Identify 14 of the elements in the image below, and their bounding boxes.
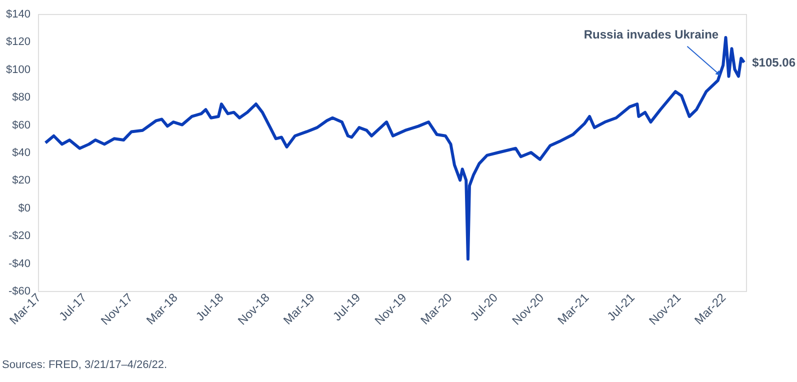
annotation: Russia invades Ukraine [584, 27, 719, 42]
source-note: Sources: FRED, 3/21/17–4/26/22. [2, 359, 168, 371]
y-tick-label: $40 [12, 147, 30, 159]
y-tick-label: $60 [12, 119, 30, 132]
y-tick-label: $120 [6, 36, 30, 48]
y-tick-label: -$40 [8, 258, 30, 270]
y-tick-label: -$60 [8, 286, 30, 298]
annotation: $105.06 [752, 55, 796, 70]
y-tick-label: $140 [6, 8, 30, 20]
y-tick-label: -$20 [8, 230, 30, 242]
y-tick-label: $0 [18, 202, 30, 214]
y-tick-label: $100 [6, 64, 30, 76]
y-tick-label: $80 [12, 92, 30, 104]
y-tick-label: $20 [12, 174, 30, 187]
